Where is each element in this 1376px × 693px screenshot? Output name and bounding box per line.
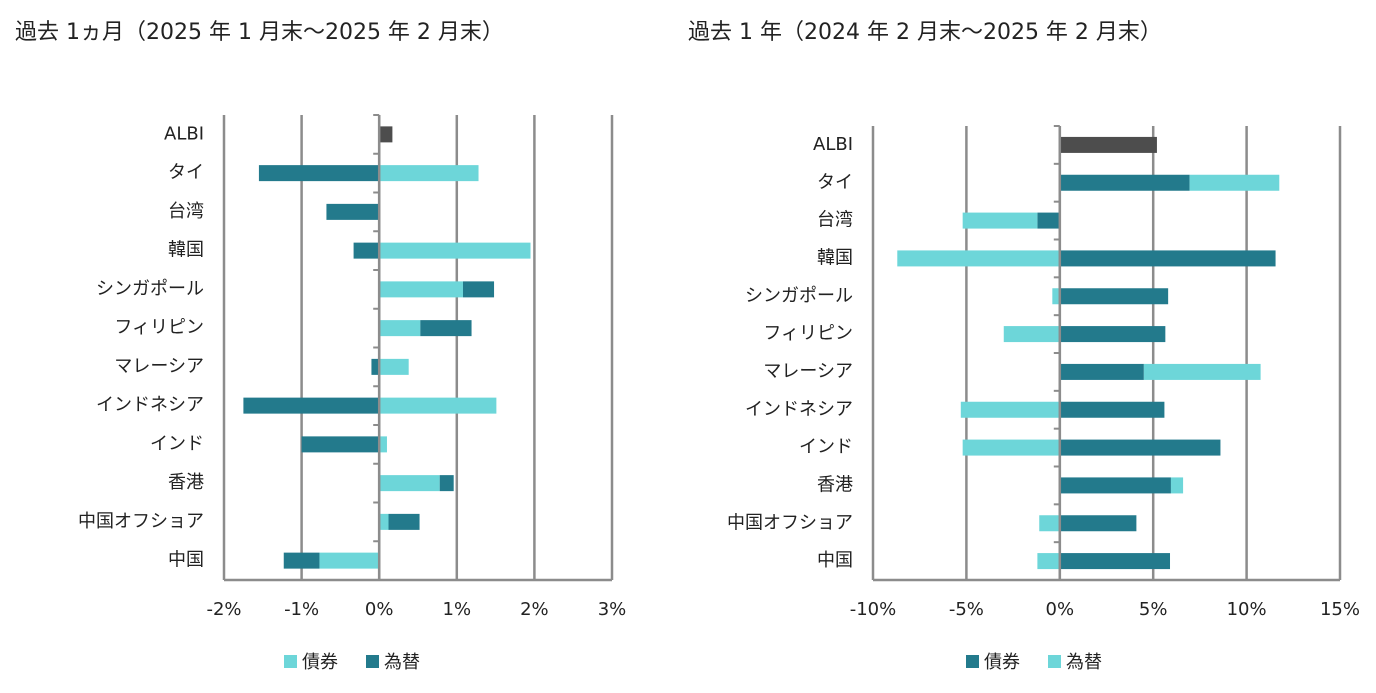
bar bbox=[301, 436, 380, 453]
bar bbox=[1003, 326, 1060, 343]
bar bbox=[379, 281, 464, 298]
bar bbox=[962, 212, 1038, 229]
bar bbox=[1143, 363, 1261, 380]
y-tick-label: インドネシア bbox=[96, 395, 204, 416]
x-tick-label: 0% bbox=[365, 599, 394, 620]
bar bbox=[379, 475, 440, 492]
y-tick-label: 韓国 bbox=[817, 247, 853, 268]
y-tick-label: シンガポール bbox=[745, 285, 853, 306]
y-tick-label: マレーシア bbox=[114, 356, 204, 377]
bar bbox=[319, 552, 380, 569]
bar bbox=[1059, 250, 1276, 267]
bar bbox=[353, 242, 380, 259]
bar bbox=[463, 281, 495, 298]
y-tick-label: 香港 bbox=[817, 474, 853, 495]
y-tick-label: ALBI bbox=[813, 134, 853, 155]
bar bbox=[379, 320, 421, 337]
y-tick-label: タイ bbox=[817, 172, 853, 193]
x-tick-label: -5% bbox=[949, 599, 984, 620]
x-tick-label: 0% bbox=[1046, 599, 1075, 620]
bar bbox=[1189, 174, 1280, 191]
bar bbox=[439, 475, 454, 492]
y-tick-label: 中国オフショア bbox=[727, 512, 853, 533]
bar bbox=[1039, 515, 1060, 532]
chart-title: 過去 1ヵ月（2025 年 1 月末〜2025 年 2 月末） bbox=[15, 20, 504, 45]
bar bbox=[1059, 515, 1137, 532]
y-tick-label: マレーシア bbox=[763, 361, 853, 382]
bar bbox=[379, 436, 387, 453]
benchmark-bar bbox=[379, 126, 393, 143]
bar bbox=[1059, 363, 1144, 380]
bar bbox=[326, 203, 380, 220]
bar bbox=[1037, 553, 1060, 570]
bar bbox=[243, 397, 380, 414]
bar bbox=[1170, 477, 1184, 494]
bar bbox=[258, 165, 380, 182]
legend-swatch bbox=[966, 655, 979, 668]
legend-swatch bbox=[1048, 655, 1061, 668]
bar bbox=[1059, 401, 1165, 418]
bar bbox=[379, 242, 531, 259]
bar bbox=[1059, 288, 1169, 305]
bar bbox=[1052, 288, 1060, 305]
legend-label: 債券 bbox=[302, 652, 338, 673]
bar bbox=[962, 439, 1060, 456]
x-tick-label: 15% bbox=[1320, 599, 1360, 620]
bar bbox=[388, 513, 420, 530]
y-tick-label: ALBI bbox=[164, 123, 204, 144]
x-tick-label: 1% bbox=[443, 599, 472, 620]
bar bbox=[1059, 477, 1171, 494]
bar bbox=[1059, 553, 1171, 570]
bar bbox=[897, 250, 1060, 267]
x-tick-label: -10% bbox=[850, 599, 897, 620]
bar bbox=[379, 358, 409, 375]
bar bbox=[283, 552, 320, 569]
y-tick-label: インド bbox=[150, 433, 204, 454]
y-tick-label: 台湾 bbox=[168, 201, 204, 222]
x-tick-label: -2% bbox=[206, 599, 241, 620]
y-tick-label: 中国 bbox=[817, 550, 853, 571]
bar bbox=[371, 358, 380, 375]
y-tick-label: シンガポール bbox=[96, 278, 204, 299]
bar bbox=[1059, 326, 1166, 343]
bar bbox=[379, 397, 497, 414]
legend-label: 債券 bbox=[984, 652, 1020, 673]
y-tick-label: 中国オフショア bbox=[78, 511, 204, 532]
legend-label: 為替 bbox=[1066, 652, 1102, 673]
bar bbox=[1059, 174, 1190, 191]
bar bbox=[379, 513, 389, 530]
chart-title: 過去 1 年（2024 年 2 月末〜2025 年 2 月末） bbox=[688, 20, 1162, 45]
bar bbox=[420, 320, 472, 337]
bar bbox=[379, 165, 479, 182]
benchmark-bar bbox=[1059, 136, 1157, 153]
y-tick-label: 韓国 bbox=[168, 240, 204, 261]
x-tick-label: 5% bbox=[1139, 599, 1168, 620]
legend-swatch bbox=[366, 655, 379, 668]
bar bbox=[1037, 212, 1060, 229]
legend-label: 為替 bbox=[384, 652, 420, 673]
y-tick-label: タイ bbox=[168, 162, 204, 183]
y-tick-label: 台湾 bbox=[817, 210, 853, 231]
x-tick-label: 2% bbox=[520, 599, 549, 620]
y-tick-label: インド bbox=[799, 437, 853, 458]
bar bbox=[960, 401, 1060, 418]
y-tick-label: 香港 bbox=[168, 472, 204, 493]
y-tick-label: フィリピン bbox=[763, 323, 853, 344]
x-tick-label: 10% bbox=[1227, 599, 1267, 620]
bar bbox=[1059, 439, 1221, 456]
y-tick-label: フィリピン bbox=[114, 317, 204, 338]
legend-swatch bbox=[284, 655, 297, 668]
y-tick-label: 中国 bbox=[168, 550, 204, 571]
x-tick-label: 3% bbox=[598, 599, 627, 620]
y-tick-label: インドネシア bbox=[745, 399, 853, 420]
x-tick-label: -1% bbox=[284, 599, 319, 620]
